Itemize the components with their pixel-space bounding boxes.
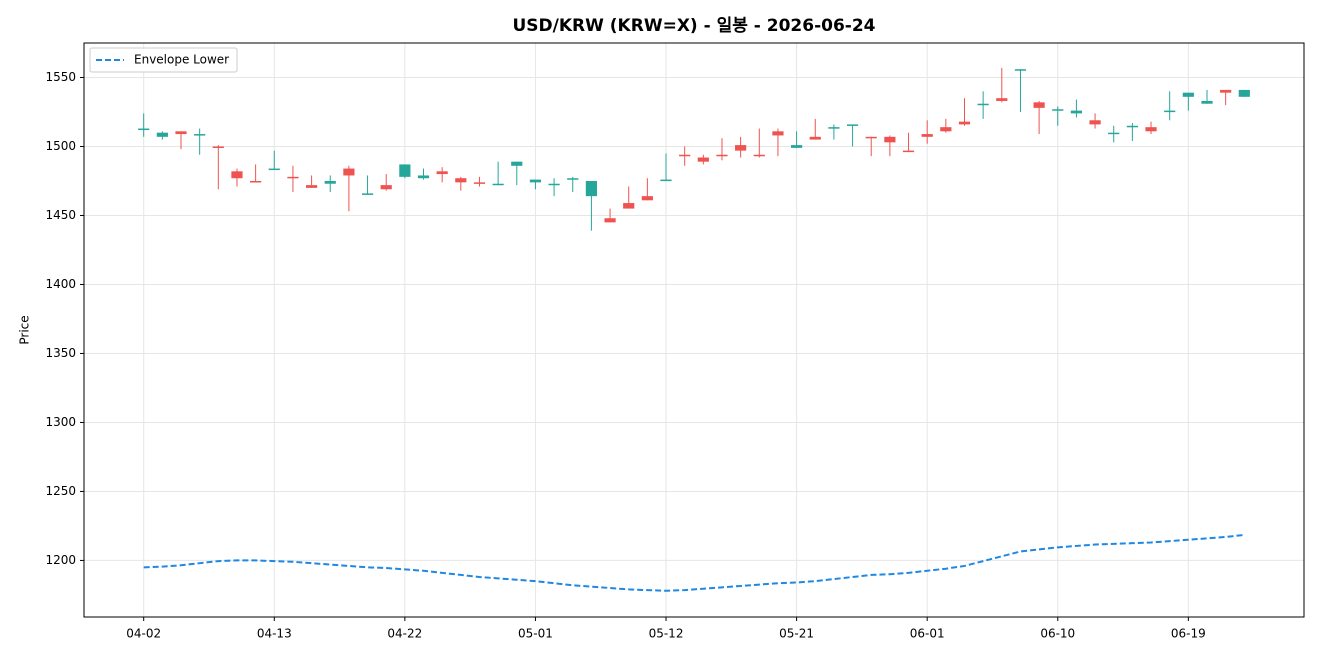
x-tick-label: 05-12 xyxy=(649,627,684,641)
x-tick-label: 04-02 xyxy=(126,627,161,641)
candle-body xyxy=(529,179,542,183)
candle-body xyxy=(212,146,224,148)
candle-body xyxy=(194,134,206,136)
candle-body xyxy=(958,121,971,125)
candle-body xyxy=(1126,125,1138,128)
candle-body xyxy=(175,131,187,135)
candle-body xyxy=(511,161,523,166)
line-series xyxy=(143,533,1245,592)
candle-body xyxy=(585,180,597,197)
candle-body xyxy=(996,98,1008,101)
candle-body xyxy=(716,154,728,157)
candle-body xyxy=(361,193,374,195)
candle-body xyxy=(1182,92,1194,97)
candle-body xyxy=(865,136,877,139)
x-tick-label: 05-01 xyxy=(518,627,553,641)
candle-body xyxy=(399,164,411,177)
candle-body xyxy=(1108,132,1120,135)
candle-body xyxy=(940,127,952,132)
candle-body xyxy=(623,203,635,209)
candle-body xyxy=(884,136,896,143)
x-tick-label: 06-10 xyxy=(1040,627,1075,641)
candle-body xyxy=(548,183,560,186)
candle-body xyxy=(660,179,672,182)
candle-body xyxy=(250,180,262,183)
candle-body xyxy=(156,132,168,137)
plot-frame xyxy=(83,42,1305,618)
candle-body xyxy=(1220,89,1232,93)
y-tick-label: 1250 xyxy=(45,484,76,498)
candle-body xyxy=(1089,120,1101,125)
candle-body xyxy=(921,134,933,137)
candle-body xyxy=(1201,100,1213,104)
y-tick-label: 1350 xyxy=(45,346,76,360)
candle-body xyxy=(977,103,989,106)
candle-body xyxy=(380,185,392,190)
candle-body xyxy=(268,168,280,171)
candle-body xyxy=(1238,89,1250,97)
x-tick-label: 04-13 xyxy=(257,627,292,641)
x-tick-label: 04-22 xyxy=(387,627,422,641)
y-tick-label: 1200 xyxy=(45,553,76,567)
candle-body xyxy=(1164,110,1176,113)
y-axis-label: Price xyxy=(18,315,32,344)
candle-body xyxy=(828,127,840,129)
candle-body xyxy=(305,185,318,188)
candle-body xyxy=(1070,110,1083,114)
candle-body xyxy=(343,168,355,176)
candle-body xyxy=(492,183,504,186)
candle-body xyxy=(679,154,691,157)
y-tick-label: 1500 xyxy=(45,139,76,153)
y-tick-label: 1300 xyxy=(45,415,76,429)
candle-body xyxy=(641,196,653,201)
candle-body xyxy=(791,145,803,148)
candle-body xyxy=(772,131,784,136)
x-tick-label: 06-19 xyxy=(1171,627,1206,641)
legend-box xyxy=(89,47,238,73)
candle-body xyxy=(287,176,299,179)
candle-body xyxy=(735,145,747,151)
candle-body xyxy=(567,178,579,180)
candle-body xyxy=(604,218,616,223)
candle-body xyxy=(846,124,859,126)
candle-body xyxy=(1014,69,1027,71)
y-tick-label: 1450 xyxy=(45,208,76,222)
x-tick-label: 06-01 xyxy=(910,627,945,641)
candle-body xyxy=(455,178,467,183)
candle-body xyxy=(417,175,430,179)
x-tick-label: 05-21 xyxy=(779,627,814,641)
chart-title: USD/KRW (KRW=X) - 일봉 - 2026-06-24 xyxy=(512,16,875,36)
candle-body xyxy=(436,171,448,175)
candle-body xyxy=(473,182,486,184)
candle-body xyxy=(697,157,709,162)
candle-body xyxy=(1145,127,1157,132)
candle-body xyxy=(324,180,336,184)
candle-body xyxy=(1052,109,1064,111)
candle-body xyxy=(753,154,765,157)
candle-body xyxy=(809,136,821,140)
candle-body xyxy=(1033,102,1045,108)
legend-label: Envelope Lower xyxy=(134,53,229,67)
candle-body xyxy=(231,171,243,179)
candle-body xyxy=(138,128,150,131)
y-tick-label: 1550 xyxy=(45,70,76,84)
y-tick-label: 1400 xyxy=(45,277,76,291)
candle-body xyxy=(902,150,915,153)
